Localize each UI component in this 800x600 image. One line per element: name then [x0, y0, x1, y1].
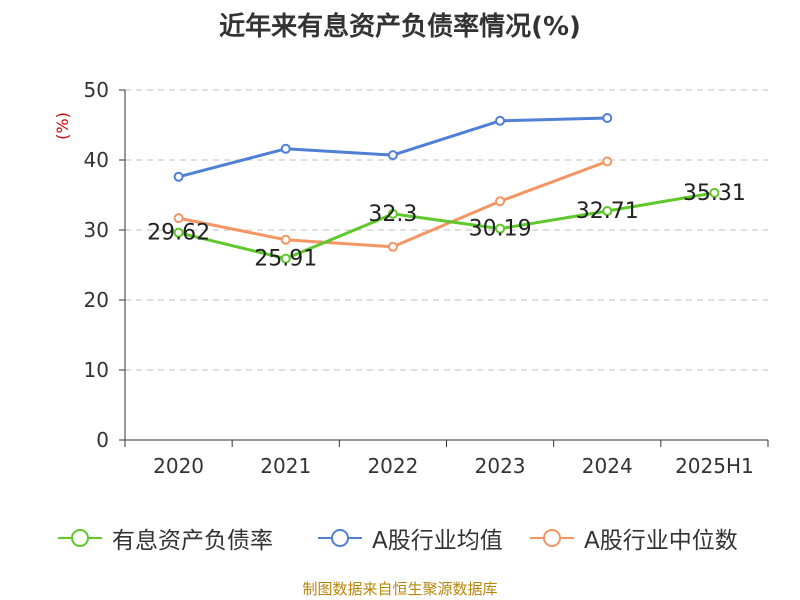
axes: 0 10 20 30 40 50 2020 2021 2022 2023 2024 2025H1 (%): [53, 78, 769, 478]
x-tick-label: 2023: [475, 454, 526, 478]
data-point: [387, 208, 398, 219]
data-point: [173, 171, 184, 182]
data-point: [387, 241, 398, 252]
x-tick-label: 2024: [582, 454, 633, 478]
data-labels: 29.62 25.91 32.3 30.19 32.71 35.31: [147, 181, 746, 272]
x-tick-label: 2022: [367, 454, 418, 478]
data-point: [495, 196, 506, 207]
data-point: [495, 223, 506, 234]
data-label: 32.71: [576, 199, 639, 224]
legend: 有息资产负债率 A股行业均值 A股行业中位数: [0, 520, 800, 556]
data-point: [602, 156, 613, 167]
data-label: 25.91: [254, 247, 317, 272]
legend-item-industry-median[interactable]: A股行业中位数: [530, 520, 738, 556]
data-point: [495, 115, 506, 126]
series-line-1: [178, 116, 608, 179]
data-point: [280, 143, 291, 154]
data-point: [173, 213, 184, 224]
data-point: [173, 227, 184, 238]
data-point: [280, 234, 291, 245]
y-tick-label: 30: [84, 218, 109, 242]
legend-marker-icon: [530, 529, 574, 547]
chart-title: 近年来有息资产负债率情况(%): [219, 12, 581, 42]
series: [173, 113, 720, 264]
source-note: 制图数据来自恒生聚源数据库: [302, 580, 498, 598]
x-tick-label: 2020: [153, 454, 204, 478]
data-label: 29.62: [147, 221, 210, 246]
y-tick-label: 50: [84, 78, 109, 102]
data-point: [387, 150, 398, 161]
legend-item-debt-ratio[interactable]: 有息资产负债率: [58, 520, 273, 556]
series-line-0: [178, 191, 715, 261]
legend-label: A股行业中位数: [584, 528, 738, 554]
legend-item-industry-mean[interactable]: A股行业均值: [318, 520, 503, 556]
legend-label: 有息资产负债率: [112, 528, 273, 554]
legend-label: A股行业均值: [372, 528, 503, 554]
data-label: 35.31: [683, 181, 746, 206]
y-axis-label: (%): [53, 112, 72, 140]
data-point: [709, 187, 720, 198]
data-label: 32.3: [368, 202, 417, 227]
data-point: [602, 206, 613, 217]
gridlines: [125, 89, 768, 371]
data-point: [602, 113, 613, 123]
x-tick-label: 2021: [260, 454, 311, 478]
data-point: [280, 253, 291, 264]
y-tick-label: 0: [96, 428, 109, 452]
legend-marker-icon: [318, 529, 362, 547]
legend-marker-icon: [58, 529, 102, 547]
y-tick-label: 20: [84, 288, 109, 312]
data-label: 30.19: [469, 217, 532, 242]
y-tick-label: 10: [84, 358, 109, 382]
y-tick-label: 40: [84, 148, 109, 172]
x-tick-label: 2025H1: [675, 454, 754, 478]
